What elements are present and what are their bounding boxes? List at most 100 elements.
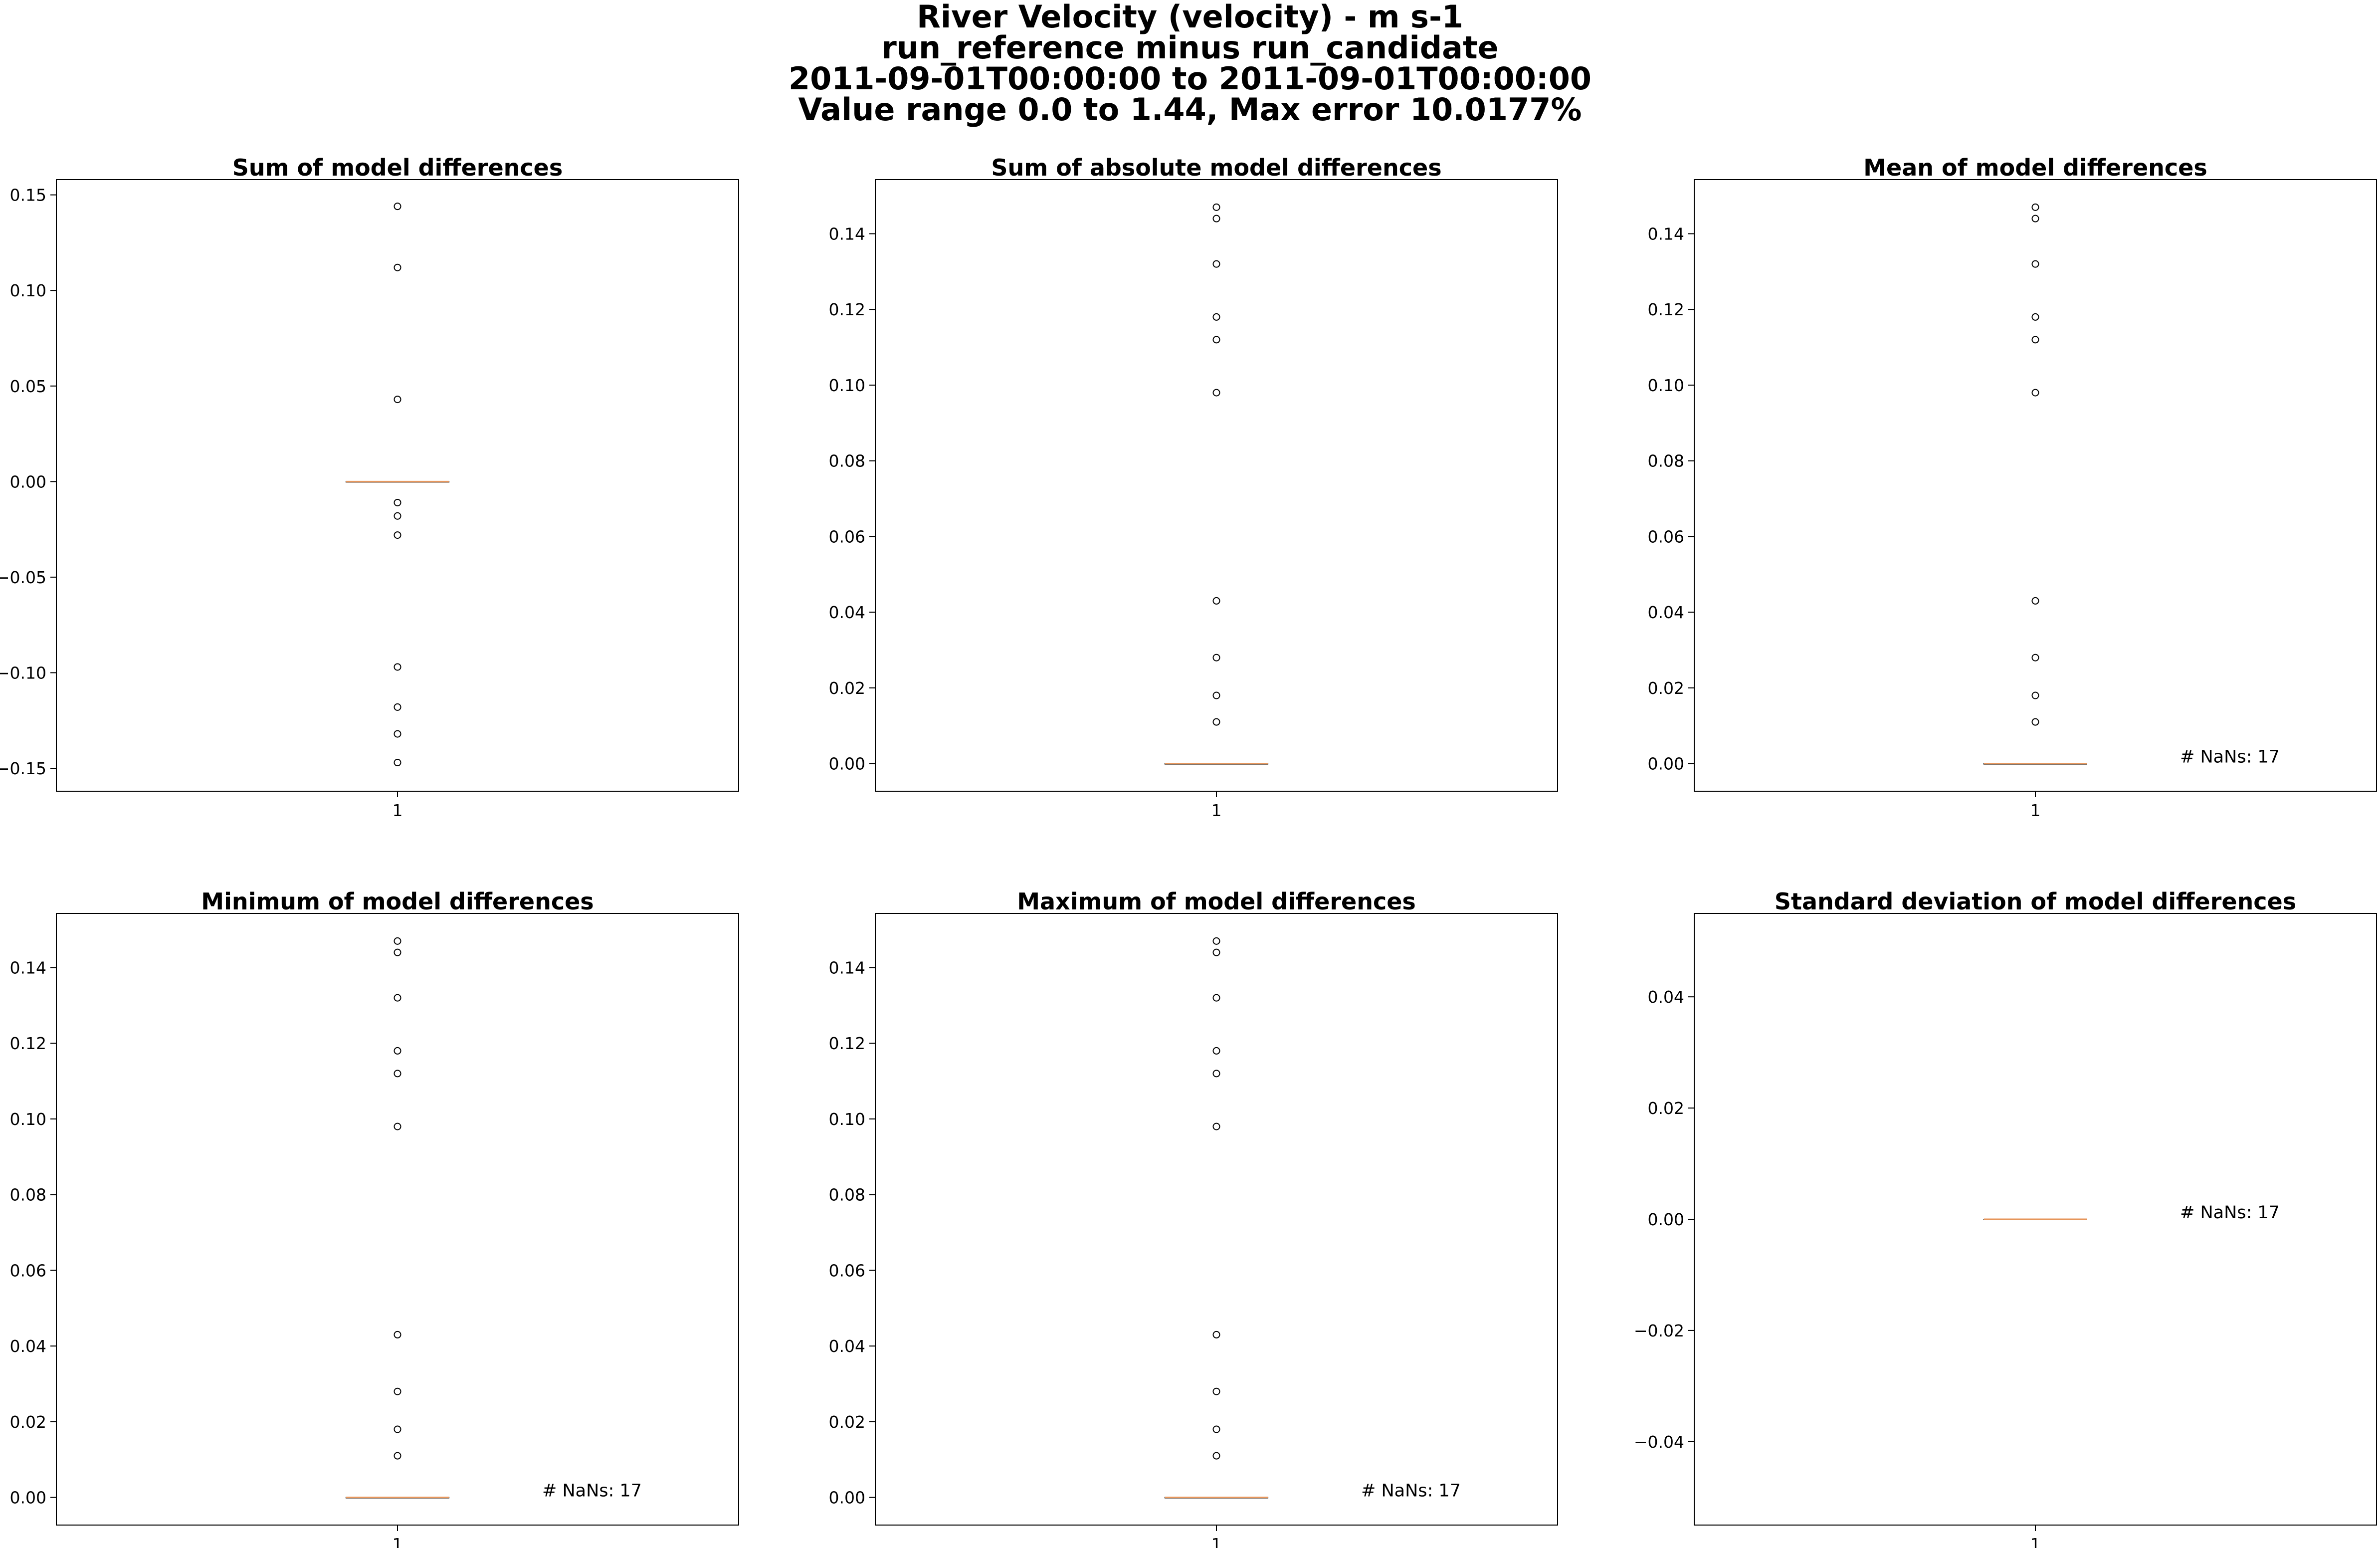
outlier-point <box>2031 718 2039 726</box>
y-tick-label: 0.04 <box>1648 603 1684 622</box>
y-tick-label: 0.00 <box>829 1488 865 1508</box>
y-tick-label: 0.15 <box>10 186 46 205</box>
figure-title-line-3: 2011-09-01T00:00:00 to 2011-09-01T00:00:… <box>789 60 1591 97</box>
y-tick-label: 0.12 <box>829 1034 865 1053</box>
axes-frame <box>56 179 739 792</box>
y-tick-label: 0.05 <box>10 377 46 396</box>
outlier-point <box>394 396 401 404</box>
axes-frame <box>875 913 1558 1526</box>
outlier-point <box>2031 654 2039 662</box>
x-tick-label: 1 <box>2030 1535 2041 1548</box>
nan-count-annotation: # NaNs: 17 <box>2180 747 2280 767</box>
nan-count-annotation: # NaNs: 17 <box>1361 1481 1461 1501</box>
outlier-point <box>394 1330 401 1338</box>
outlier-point <box>2031 203 2039 211</box>
y-tick-label: 0.12 <box>1648 300 1684 319</box>
y-tick-label: 0.14 <box>829 958 865 977</box>
outlier-point <box>394 1070 401 1078</box>
y-tick-label: 0.08 <box>829 451 865 471</box>
y-tick-label: 0.02 <box>1648 678 1684 698</box>
y-tick-label: 0.10 <box>829 1109 865 1129</box>
outlier-point <box>1212 654 1220 662</box>
outlier-point <box>394 730 401 738</box>
y-tick-label: 0.04 <box>10 1336 46 1356</box>
outlier-point <box>2031 336 2039 344</box>
outlier-point <box>1212 1330 1220 1338</box>
panels: Sum of model differences −0.15 −0.10 −0.05 0… <box>0 154 2377 1548</box>
outlier-point <box>2031 260 2039 268</box>
y-tick-label: 0.00 <box>1648 754 1684 774</box>
y-tick-label: −0.05 <box>0 568 46 587</box>
y-tick-label: 0.10 <box>10 1109 46 1129</box>
nan-count-annotation: # NaNs: 17 <box>2180 1203 2280 1223</box>
figure-title-line-4: Value range 0.0 to 1.44, Max error 10.01… <box>798 91 1582 128</box>
y-tick-label: 0.14 <box>829 224 865 243</box>
outlier-point <box>2031 389 2039 397</box>
x-tick-label: 1 <box>393 1535 403 1548</box>
y-tick-label: 0.06 <box>1648 527 1684 546</box>
y-tick-label: 0.10 <box>829 376 865 395</box>
outlier-point <box>394 531 401 539</box>
y-tick-label: −0.04 <box>1634 1432 1684 1452</box>
outlier-point <box>1212 1122 1220 1130</box>
y-tick-label: 0.00 <box>10 472 46 491</box>
y-tick-label: 0.12 <box>10 1034 46 1053</box>
axes-frame <box>875 179 1558 792</box>
outlier-point <box>1212 260 1220 268</box>
y-tick-label: 0.08 <box>1648 451 1684 471</box>
y-tick-label: 0.04 <box>829 1336 865 1356</box>
axes-frame <box>1694 913 2377 1526</box>
x-tick-label: 1 <box>2030 801 2041 820</box>
panel-title: Standard deviation of model differences <box>1775 888 2296 915</box>
y-tick-label: 0.08 <box>10 1185 46 1205</box>
outlier-point <box>394 759 401 767</box>
outlier-point <box>2031 597 2039 605</box>
outlier-point <box>1212 691 1220 699</box>
x-tick-label: 1 <box>1211 1535 1222 1548</box>
outlier-point <box>1212 1070 1220 1078</box>
outlier-point <box>2031 691 2039 699</box>
outlier-point <box>394 994 401 1002</box>
y-tick-label: 0.14 <box>1648 224 1684 243</box>
outlier-point <box>394 703 401 711</box>
outlier-point <box>1212 718 1220 726</box>
outlier-point <box>1212 948 1220 956</box>
panel-title: Sum of absolute model differences <box>991 154 1441 181</box>
y-tick-label: −0.15 <box>0 759 46 778</box>
y-tick-label: 0.10 <box>10 281 46 300</box>
outlier-point <box>394 263 401 271</box>
y-tick-label: 0.06 <box>829 1261 865 1280</box>
outlier-point <box>1212 389 1220 397</box>
panel-2: Sum of absolute model differences 0.00 0.0… <box>829 154 1558 820</box>
panel-4: Minimum of model differences 0.00 0.02 0.04… <box>10 888 739 1548</box>
y-tick-label: −0.02 <box>1634 1321 1684 1340</box>
axes-frame <box>56 913 739 1526</box>
figure-title-line-1: River Velocity (velocity) - m s-1 <box>917 0 1463 35</box>
axes-frame <box>1694 179 2377 792</box>
outlier-point <box>1212 1387 1220 1395</box>
y-tick-label: 0.02 <box>10 1412 46 1432</box>
outlier-point <box>2031 313 2039 321</box>
y-tick-label: 0.00 <box>10 1488 46 1508</box>
outlier-point <box>394 1452 401 1460</box>
outlier-point <box>1212 1425 1220 1433</box>
y-tick-label: 0.00 <box>829 754 865 774</box>
y-tick-label: 0.00 <box>1648 1210 1684 1229</box>
panel-3: Mean of model differences 0.00 0.02 0.04 0.0… <box>1648 154 2377 820</box>
outlier-point <box>1212 937 1220 945</box>
figure-title: River Velocity (velocity) - m s-1 run_re… <box>789 0 1591 128</box>
outlier-point <box>394 1122 401 1130</box>
outlier-point <box>1212 597 1220 605</box>
outlier-point <box>394 203 401 211</box>
outlier-point <box>2031 215 2039 222</box>
outlier-point <box>1212 336 1220 344</box>
y-tick-label: 0.02 <box>829 678 865 698</box>
y-tick-label: −0.10 <box>0 663 46 682</box>
outlier-point <box>1212 313 1220 321</box>
outlier-point <box>1212 203 1220 211</box>
y-tick-label: 0.12 <box>829 300 865 319</box>
outlier-point <box>394 512 401 520</box>
outlier-point <box>394 498 401 506</box>
outlier-point <box>394 663 401 671</box>
outlier-point <box>1212 994 1220 1002</box>
